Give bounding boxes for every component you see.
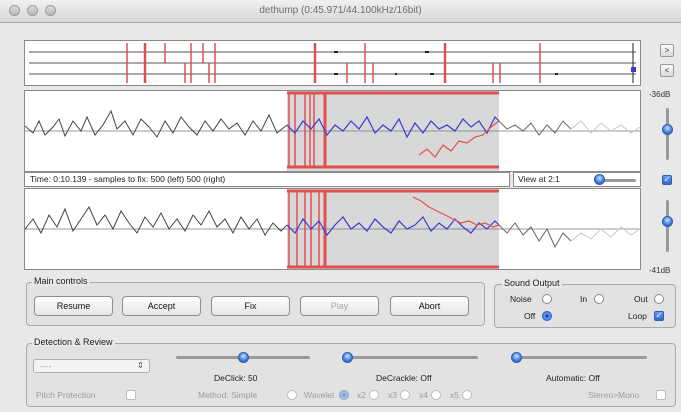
fix-button[interactable]: Fix — [211, 296, 290, 316]
preset-select[interactable]: ---- ⇕ — [33, 359, 150, 373]
waveform-right-plot — [24, 189, 641, 269]
scroll-right-button[interactable]: > — [660, 44, 674, 57]
x5-radio[interactable] — [462, 390, 472, 400]
close-window-button[interactable] — [9, 5, 20, 16]
left-gain-slider-knob[interactable] — [662, 124, 673, 135]
abort-button[interactable]: Abort — [390, 296, 469, 316]
sound-output-group — [494, 284, 676, 328]
off-radio[interactable] — [542, 311, 552, 321]
overview-strip[interactable] — [24, 40, 641, 86]
automatic-slider-knob[interactable] — [511, 352, 522, 363]
zoom-window-button[interactable] — [45, 5, 56, 16]
declick-slider-knob[interactable] — [238, 352, 249, 363]
overview-markers — [29, 43, 636, 83]
noise-radio[interactable] — [542, 294, 552, 304]
pitch-protection-checkbox[interactable] — [126, 390, 136, 400]
accept-button[interactable]: Accept — [122, 296, 201, 316]
method-simple-label: Method: Simple — [198, 390, 258, 400]
view-sync-checkbox[interactable]: ✓ — [662, 175, 672, 185]
x5-label: x5 — [450, 390, 459, 400]
detection-review-label: Detection & Review — [32, 337, 115, 347]
preset-select-value: ---- — [40, 361, 52, 371]
automatic-label: Automatic: Off — [546, 373, 600, 383]
off-label: Off — [524, 311, 536, 321]
method-simple-radio[interactable] — [287, 390, 297, 400]
decrackle-slider-knob[interactable] — [342, 352, 353, 363]
x2-label: x2 — [357, 390, 366, 400]
stereo-mono-checkbox[interactable] — [656, 390, 666, 400]
scroll-left-button[interactable]: < — [660, 64, 674, 77]
window-title: dethump (0:45.971/44.100kHz/16bit) — [259, 5, 422, 16]
db-label-bottom: -41dB — [649, 266, 671, 275]
out-label: Out — [634, 294, 648, 304]
view-zoom-slider-knob[interactable] — [594, 174, 605, 185]
method-wavelet-radio[interactable] — [339, 390, 349, 400]
x3-label: x3 — [388, 390, 397, 400]
right-gain-slider-knob[interactable] — [662, 216, 673, 227]
waveform-left-channel[interactable] — [24, 90, 641, 172]
decrackle-slider-track[interactable] — [342, 356, 478, 359]
pitch-protection-label: Pitch Protection — [36, 390, 96, 400]
x3-radio[interactable] — [400, 390, 410, 400]
in-radio[interactable] — [594, 294, 604, 304]
view-zoom-label: View at 2:1 — [518, 174, 560, 184]
view-zoom-slider-track[interactable] — [594, 179, 636, 182]
view-zoom-box: View at 2:1 — [513, 172, 641, 187]
minimize-window-button[interactable] — [27, 5, 38, 16]
sound-output-label: Sound Output — [502, 278, 562, 288]
x4-radio[interactable] — [431, 390, 441, 400]
loop-checkbox[interactable]: ✓ — [654, 311, 664, 321]
out-radio[interactable] — [654, 294, 664, 304]
stereo-mono-label: Stereo>Mono — [588, 390, 640, 400]
status-bar: Time: 0:10.139 - samples to fix: 500 (le… — [24, 172, 510, 187]
in-label: In — [580, 294, 588, 304]
status-text: Time: 0:10.139 - samples to fix: 500 (le… — [30, 174, 226, 184]
play-button[interactable]: Play — [300, 296, 379, 316]
noise-label: Noise — [510, 294, 532, 304]
title-bar: dethump (0:45.971/44.100kHz/16bit) — [0, 0, 681, 23]
decrackle-label: DeCrackle: Off — [376, 373, 432, 383]
resume-button[interactable]: Resume — [34, 296, 113, 316]
declick-label: DeClick: 50 — [214, 373, 258, 383]
x4-label: x4 — [419, 390, 428, 400]
main-controls-label: Main controls — [32, 276, 90, 286]
method-wavelet-label: Wavelet — [304, 390, 335, 400]
waveform-left-plot — [24, 91, 641, 171]
automatic-slider-track[interactable] — [511, 356, 647, 359]
loop-label: Loop — [628, 311, 647, 321]
x2-radio[interactable] — [369, 390, 379, 400]
db-label-top: -36dB — [649, 90, 671, 99]
chevron-updown-icon: ⇕ — [137, 360, 145, 370]
waveform-right-channel[interactable] — [24, 188, 641, 270]
